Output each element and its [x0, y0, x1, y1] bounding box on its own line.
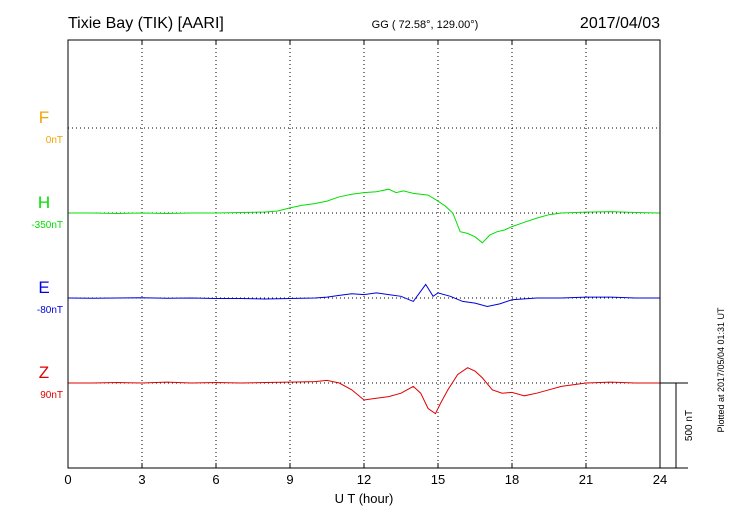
station-coordinates: GG ( 72.58°, 129.00°): [372, 19, 479, 31]
scale-bar-label: 500 nT: [684, 410, 695, 441]
series-layer: [67, 188, 661, 415]
series-offset-z: 90nT: [40, 390, 63, 401]
series-offset-f: 0nT: [46, 135, 63, 146]
series-name-e: E: [38, 278, 49, 297]
x-tick-label: 24: [653, 472, 667, 487]
station-title: Tixie Bay (TIK) [AARI]: [68, 15, 224, 32]
x-tick-label: 3: [138, 472, 145, 487]
grid: [68, 40, 660, 468]
series-offset-h: -350nT: [31, 220, 63, 231]
scale-bar: 500 nT: [660, 382, 695, 469]
x-tick-label: 18: [505, 472, 519, 487]
x-tick-label: 21: [579, 472, 593, 487]
x-tick-label: 9: [286, 472, 293, 487]
series-name-f: F: [39, 108, 49, 127]
series-line-h: [68, 188, 661, 244]
series-labels: F 0nT H -350nT E -80nT Z 90nT: [31, 108, 63, 401]
series-name-h: H: [38, 193, 50, 212]
series-line-z: [68, 367, 660, 415]
x-tick-label: 6: [212, 472, 219, 487]
series-line-e: [67, 283, 660, 308]
x-tick-label: 15: [431, 472, 445, 487]
plotted-note: Plotted at 2017/05/04 01:31 UT: [716, 307, 726, 433]
x-tick-label: 0: [64, 472, 71, 487]
plot-frame: [67, 39, 661, 469]
x-axis-label: U T (hour): [335, 491, 394, 506]
series-name-z: Z: [39, 363, 49, 382]
x-axis-ticks: 0 3 6 9 12 15 18 21 24: [64, 40, 667, 487]
chart-date: 2017/04/03: [580, 15, 660, 32]
series-offset-e: -80nT: [37, 305, 63, 316]
x-tick-label: 12: [357, 472, 371, 487]
